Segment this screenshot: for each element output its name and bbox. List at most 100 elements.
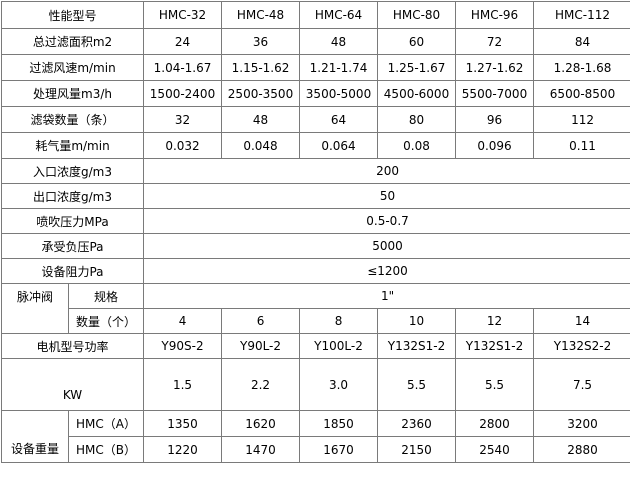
- cell: 1.04-1.67: [143, 54, 223, 81]
- cell: 7.5: [533, 358, 630, 411]
- cell: 2360: [377, 410, 457, 437]
- cell: 32: [143, 106, 223, 133]
- cell: 5500-7000: [455, 80, 535, 107]
- cell: 2500-3500: [221, 80, 301, 107]
- row-label: HMC（A）: [67, 410, 145, 437]
- cell: 5.5: [455, 358, 535, 411]
- spec-table: 性能型号 HMC-32 HMC-48 HMC-64 HMC-80 HMC-96 HMC-11…: [0, 1, 630, 463]
- weight-a-row: 设备重量 HMC（A） 1350 1620 1850 2360 2800 3200: [1, 410, 630, 463]
- cell: 1.28-1.68: [533, 54, 630, 81]
- header-label: 性能型号: [0, 1, 145, 29]
- cell: 64: [299, 106, 379, 133]
- valve-label: 脉冲阀: [1, 283, 69, 334]
- table-row: 出口浓度g/m3 50: [0, 183, 630, 209]
- cell: ≤1200: [143, 258, 630, 284]
- table-row: 耗气量m/min 0.032 0.048 0.064 0.08 0.096 0.11: [0, 132, 630, 159]
- cell: 1.27-1.62: [455, 54, 535, 81]
- table-row: 总过滤面积m2 24 36 48 60 72 84: [0, 28, 630, 55]
- cell: 0.5-0.7: [143, 208, 630, 234]
- cell: 6500-8500: [533, 80, 630, 107]
- model-header: HMC-64: [299, 1, 379, 29]
- row-label: 设备阻力Pa: [0, 258, 145, 284]
- kw-row: KW 1.5 2.2 3.0 5.5 5.5 7.5: [0, 358, 630, 411]
- cell: 80: [377, 106, 457, 133]
- header-row: 性能型号 HMC-32 HMC-48 HMC-64 HMC-80 HMC-96 HMC-11…: [0, 1, 630, 29]
- row-label: HMC（B）: [67, 436, 145, 463]
- cell: 1850: [299, 410, 379, 437]
- cell: 48: [299, 28, 379, 55]
- table-row: 设备阻力Pa ≤1200: [0, 258, 630, 284]
- cell: 1.5: [143, 358, 223, 411]
- cell: 10: [377, 308, 457, 334]
- row-label: 数量（个）: [67, 308, 145, 334]
- row-label: 出口浓度g/m3: [0, 183, 145, 209]
- cell: 1220: [143, 436, 223, 463]
- cell: 12: [455, 308, 535, 334]
- cell: 2.2: [221, 358, 301, 411]
- motor-row: 电机型号功率 Y90S-2 Y90L-2 Y100L-2 Y132S1-2 Y132S1-…: [0, 333, 630, 359]
- weight-label: 设备重量: [1, 410, 69, 463]
- cell: 3500-5000: [299, 80, 379, 107]
- cell: 1": [143, 283, 630, 309]
- cell: 1620: [221, 410, 301, 437]
- valve-count-row: 数量（个） 4 6 8 10 12 14: [2, 308, 630, 334]
- cell: 0.11: [533, 132, 630, 159]
- model-header: HMC-48: [221, 1, 301, 29]
- cell: 200: [143, 158, 630, 184]
- cell: 1.25-1.67: [377, 54, 457, 81]
- cell: 3.0: [299, 358, 379, 411]
- cell: Y132S1-2: [377, 333, 457, 359]
- model-header: HMC-112: [533, 1, 630, 29]
- cell: 2800: [455, 410, 535, 437]
- row-label: 入口浓度g/m3: [0, 158, 145, 184]
- cell: 60: [377, 28, 457, 55]
- row-label: 滤袋数量（条）: [0, 106, 145, 133]
- cell: 0.048: [221, 132, 301, 159]
- table-row: 入口浓度g/m3 200: [0, 158, 630, 184]
- table-row: 滤袋数量（条） 32 48 64 80 96 112: [0, 106, 630, 133]
- cell: 50: [143, 183, 630, 209]
- cell: 1470: [221, 436, 301, 463]
- table-row: 过滤风速m/min 1.04-1.67 1.15-1.62 1.21-1.74 1.25…: [0, 54, 630, 81]
- row-label: 电机型号功率: [0, 333, 145, 359]
- cell: 0.08: [377, 132, 457, 159]
- row-label: 耗气量m/min: [0, 132, 145, 159]
- cell: 5000: [143, 233, 630, 259]
- model-header: HMC-96: [455, 1, 535, 29]
- cell: 1350: [143, 410, 223, 437]
- cell: Y132S1-2: [455, 333, 535, 359]
- cell: 2880: [533, 436, 630, 463]
- cell: 4500-6000: [377, 80, 457, 107]
- cell: 84: [533, 28, 630, 55]
- row-label: 规格: [67, 283, 145, 309]
- cell: 1670: [299, 436, 379, 463]
- row-label: 承受负压Pa: [0, 233, 145, 259]
- cell: 2150: [377, 436, 457, 463]
- model-header: HMC-80: [377, 1, 457, 29]
- cell: 8: [299, 308, 379, 334]
- cell: Y132S2-2: [533, 333, 630, 359]
- row-label: KW: [0, 358, 145, 411]
- cell: 48: [221, 106, 301, 133]
- cell: 2540: [455, 436, 535, 463]
- cell: 1500-2400: [143, 80, 223, 107]
- cell: Y90S-2: [143, 333, 223, 359]
- table-row: 处理风量m3/h 1500-2400 2500-3500 3500-5000 4500-…: [0, 80, 630, 107]
- cell: 0.032: [143, 132, 223, 159]
- cell: 3200: [533, 410, 630, 437]
- cell: 1.15-1.62: [221, 54, 301, 81]
- cell: 0.096: [455, 132, 535, 159]
- row-label: 总过滤面积m2: [0, 28, 145, 55]
- cell: 14: [533, 308, 630, 334]
- weight-b-row: HMC（B） 1220 1470 1670 2150 2540 2880: [2, 436, 630, 463]
- valve-spec-row: 脉冲阀 规格 1": [1, 283, 630, 334]
- cell: 1.21-1.74: [299, 54, 379, 81]
- table-row: 承受负压Pa 5000: [0, 233, 630, 259]
- cell: 5.5: [377, 358, 457, 411]
- cell: 4: [143, 308, 223, 334]
- cell: 36: [221, 28, 301, 55]
- model-header: HMC-32: [143, 1, 223, 29]
- cell: 24: [143, 28, 223, 55]
- row-label: 处理风量m3/h: [0, 80, 145, 107]
- cell: 0.064: [299, 132, 379, 159]
